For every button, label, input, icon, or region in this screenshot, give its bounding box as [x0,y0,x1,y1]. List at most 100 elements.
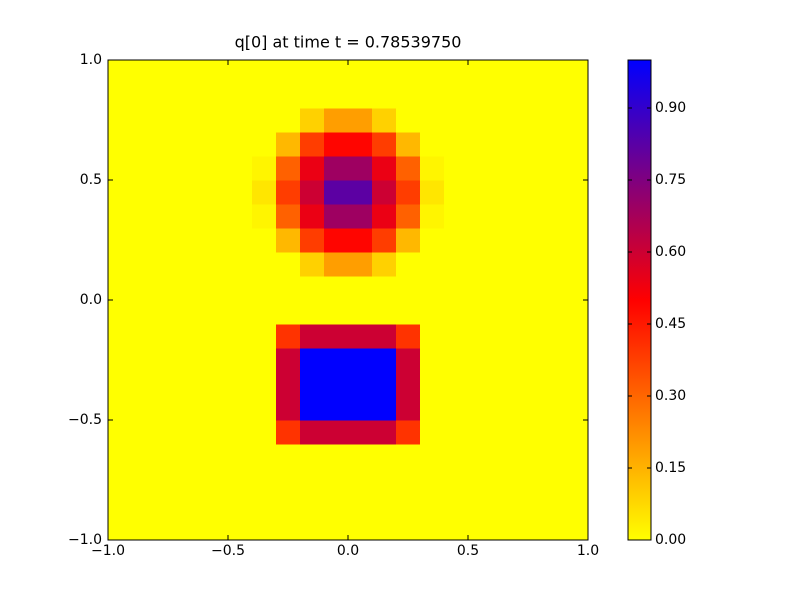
heatmap-cell [348,372,373,397]
heatmap-cell [492,468,517,493]
heatmap-cell [180,396,205,421]
heatmap-cell [132,348,157,373]
y-tick-label: −0.5 [68,412,102,428]
heatmap-cell [564,324,589,349]
x-tick-label: 0.5 [457,543,479,559]
heatmap-cell [276,516,301,541]
heatmap-cell [204,228,229,253]
heatmap-cell [540,444,565,469]
heatmap-cell [468,324,493,349]
heatmap-cell [252,468,277,493]
heatmap-cell [132,84,157,109]
heatmap-cell [276,396,301,421]
colorbar-tick-label: 0.30 [655,388,686,404]
heatmap-cell [324,300,349,325]
heatmap-cell [132,300,157,325]
heatmap-cell [156,132,181,157]
heatmap-cell [372,156,397,181]
heatmap-cell [516,132,541,157]
heatmap-cell [516,60,541,85]
heatmap-cell [492,516,517,541]
heatmap-cell [132,156,157,181]
heatmap-cell [156,108,181,133]
colorbar-tick-label: 0.75 [655,172,686,188]
heatmap-cell [300,276,325,301]
heatmap-cell [540,60,565,85]
heatmap-cell [180,300,205,325]
heatmap-cell [132,372,157,397]
heatmap-cell [492,324,517,349]
heatmap-cell [372,60,397,85]
heatmap-cell [204,180,229,205]
heatmap-cell [492,252,517,277]
heatmap-cell [372,516,397,541]
heatmap-cell [300,180,325,205]
heatmap-cell [180,468,205,493]
heatmap-cell [540,156,565,181]
heatmap-cell [204,276,229,301]
heatmap-cell [204,132,229,157]
heatmap-cell [492,396,517,421]
heatmap-cell [276,324,301,349]
heatmap-cell [540,420,565,445]
heatmap-cell [468,228,493,253]
heatmap-cell [444,108,469,133]
heatmap-cell [276,84,301,109]
heatmap-cell [516,396,541,421]
heatmap-cell [276,276,301,301]
heatmap-cell [372,84,397,109]
heatmap-cell [468,420,493,445]
heatmap-cell [204,492,229,517]
heatmap-cell [156,372,181,397]
heatmap-cell [372,276,397,301]
heatmap-cell [132,180,157,205]
heatmap-cell [348,228,373,253]
heatmap-cell [108,228,133,253]
heatmap-cell [372,180,397,205]
heatmap-cell [444,276,469,301]
heatmap-cell [324,468,349,493]
heatmap-cell [372,108,397,133]
x-tick-label: −0.5 [211,543,245,559]
heatmap-cell [516,156,541,181]
heatmap-cell [564,276,589,301]
heatmap-cell [252,204,277,229]
heatmap-cell [468,132,493,157]
heatmap-cell [132,276,157,301]
heatmap-cell [228,84,253,109]
heatmap-cell [564,420,589,445]
y-tick-label: −1.0 [68,532,102,548]
heatmap-cell [468,84,493,109]
heatmap-cell [204,324,229,349]
heatmap-cell [564,228,589,253]
heatmap-cell [348,300,373,325]
heatmap-cell [540,276,565,301]
heatmap-cell [516,252,541,277]
heatmap-cell [396,420,421,445]
heatmap-cell [324,372,349,397]
heatmap-cell [252,252,277,277]
heatmap-cell [348,180,373,205]
heatmap-cell [132,516,157,541]
heatmap-cell [108,108,133,133]
heatmap-cell [420,300,445,325]
heatmap-cell [396,372,421,397]
heatmap-cell [276,300,301,325]
heatmap-cell [228,468,253,493]
heatmap-cell [108,276,133,301]
heatmap-cell [132,108,157,133]
heatmap-cell [300,84,325,109]
heatmap-cell [444,180,469,205]
heatmap-cell [180,492,205,517]
heatmap-cell [516,84,541,109]
heatmap-cell [228,348,253,373]
heatmap-cell [420,180,445,205]
x-tick-label: −1.0 [91,543,125,559]
heatmap-cell [444,468,469,493]
heatmap-cell [348,156,373,181]
heatmap-cell [564,84,589,109]
heatmap-cell [252,492,277,517]
heatmap-cell [276,348,301,373]
heatmap-cell [108,252,133,277]
heatmap-cell [324,156,349,181]
